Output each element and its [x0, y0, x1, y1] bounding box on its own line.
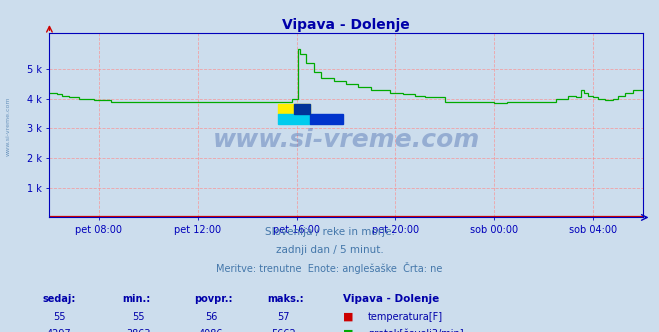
Bar — [278, 104, 310, 114]
Text: 56: 56 — [205, 312, 217, 322]
Title: Vipava - Dolenje: Vipava - Dolenje — [282, 18, 410, 32]
Text: Slovenija / reke in morje.: Slovenija / reke in morje. — [264, 227, 395, 237]
Text: 4086: 4086 — [198, 329, 223, 332]
Bar — [294, 104, 310, 114]
Text: 55: 55 — [53, 312, 65, 322]
Text: ■: ■ — [343, 329, 353, 332]
Text: 55: 55 — [132, 312, 144, 322]
Text: 4297: 4297 — [47, 329, 72, 332]
Text: 57: 57 — [277, 312, 289, 322]
Text: pretok[čevelj3/min]: pretok[čevelj3/min] — [368, 329, 463, 332]
Text: temperatura[F]: temperatura[F] — [368, 312, 443, 322]
Bar — [310, 114, 343, 124]
Text: maks.:: maks.: — [267, 294, 304, 304]
Text: min.:: min.: — [122, 294, 150, 304]
Text: 3863: 3863 — [126, 329, 151, 332]
Text: www.si-vreme.com: www.si-vreme.com — [212, 128, 480, 152]
Text: www.si-vreme.com: www.si-vreme.com — [5, 96, 11, 156]
Text: sedaj:: sedaj: — [43, 294, 76, 304]
Text: Vipava - Dolenje: Vipava - Dolenje — [343, 294, 439, 304]
Text: zadnji dan / 5 minut.: zadnji dan / 5 minut. — [275, 245, 384, 255]
Text: povpr.:: povpr.: — [194, 294, 233, 304]
Text: Meritve: trenutne  Enote: anglešaške  Črta: ne: Meritve: trenutne Enote: anglešaške Črta… — [216, 262, 443, 274]
Text: ■: ■ — [343, 312, 353, 322]
Bar — [278, 114, 310, 124]
Text: 5662: 5662 — [271, 329, 296, 332]
